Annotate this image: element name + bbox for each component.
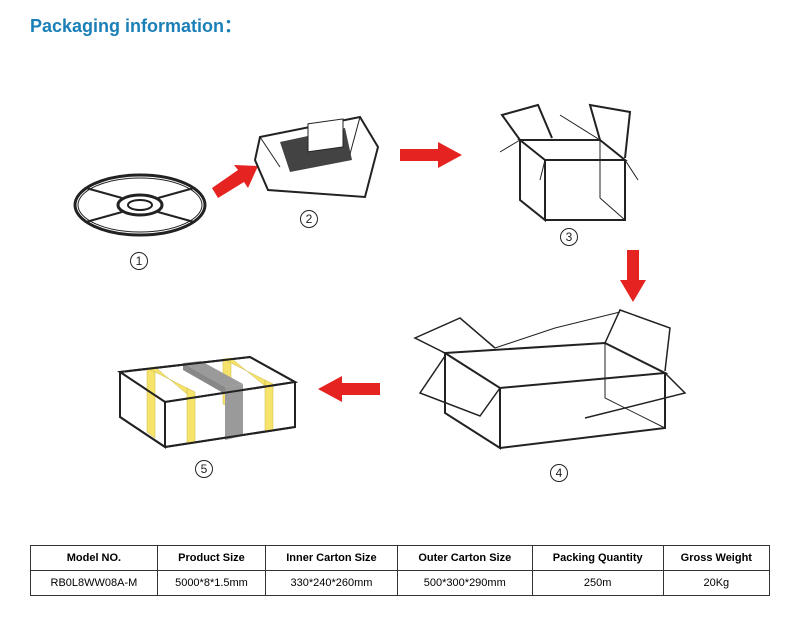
bag-icon bbox=[250, 112, 380, 207]
step-1-label: 1 bbox=[130, 252, 148, 270]
outer-carton-icon bbox=[405, 298, 690, 463]
step-2-label: 2 bbox=[300, 210, 318, 228]
step-3-label: 3 bbox=[560, 228, 578, 246]
col-packing-qty: Packing Quantity bbox=[532, 546, 663, 571]
step-5-label: 5 bbox=[195, 460, 213, 478]
reel-icon bbox=[70, 170, 210, 240]
cell-product-size: 5000*8*1.5mm bbox=[157, 571, 265, 596]
strapped-box-icon bbox=[105, 332, 305, 454]
step-4-label: 4 bbox=[550, 464, 568, 482]
col-gross-weight: Gross Weight bbox=[663, 546, 769, 571]
cell-outer-carton: 500*300*290mm bbox=[397, 571, 532, 596]
arrow-2-3 bbox=[400, 142, 462, 168]
cell-inner-carton: 330*240*260mm bbox=[266, 571, 398, 596]
arrow-3-4 bbox=[620, 250, 646, 302]
cell-gross-weight: 20Kg bbox=[663, 571, 769, 596]
cell-packing-qty: 250m bbox=[532, 571, 663, 596]
col-outer-carton: Outer Carton Size bbox=[397, 546, 532, 571]
packaging-diagram: 1 2 3 4 bbox=[20, 50, 780, 490]
col-model: Model NO. bbox=[31, 546, 158, 571]
page-title: Packaging information： bbox=[30, 12, 242, 38]
inner-carton-icon bbox=[490, 80, 645, 225]
col-inner-carton: Inner Carton Size bbox=[266, 546, 398, 571]
table-header-row: Model NO. Product Size Inner Carton Size… bbox=[31, 546, 770, 571]
cell-model: RB0L8WW08A-M bbox=[31, 571, 158, 596]
arrow-4-5 bbox=[318, 376, 380, 402]
col-product-size: Product Size bbox=[157, 546, 265, 571]
table-row: RB0L8WW08A-M 5000*8*1.5mm 330*240*260mm … bbox=[31, 571, 770, 596]
spec-table: Model NO. Product Size Inner Carton Size… bbox=[30, 545, 770, 596]
